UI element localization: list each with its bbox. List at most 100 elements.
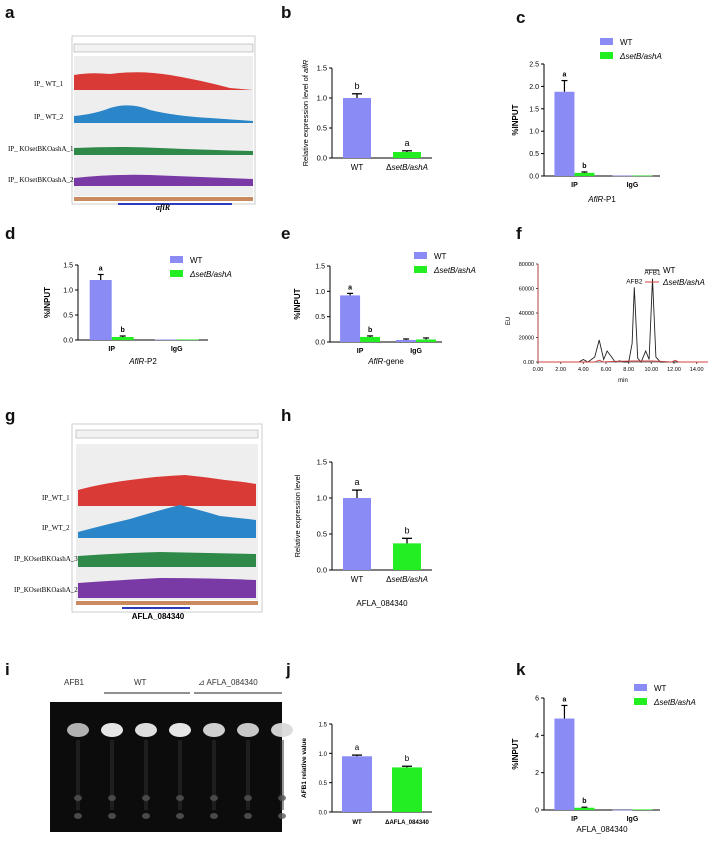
x-tick-label: IP — [571, 816, 578, 823]
bar-wt — [342, 756, 372, 812]
legend-label-mut: ΔsetB/ashA — [433, 266, 476, 275]
tlc-lane-streak — [280, 740, 284, 810]
x-tick-label: WT — [351, 575, 364, 584]
y-tick-label: 1.5 — [63, 263, 73, 270]
y-tick-label: 1.5 — [315, 264, 325, 271]
x-tick-label: WT — [351, 163, 364, 172]
tlc-spot-origin — [278, 813, 286, 819]
tlc-lane-streak — [246, 740, 250, 810]
x-tick-label: ΔsetB/ashA — [386, 575, 428, 584]
significance-letter: a — [355, 743, 360, 752]
significance-letter: b — [582, 798, 586, 805]
y-tick-label: 0.5 — [315, 314, 325, 321]
legend-swatch-mut — [600, 52, 613, 59]
x-tick-label: WT — [352, 820, 362, 826]
x-tick-label: ΔAFLA_084340 — [385, 820, 429, 826]
panel-letter-h: h — [281, 406, 292, 425]
y-axis-title: Relative expression level of aflR — [301, 59, 310, 166]
tlc-spot-main — [237, 723, 259, 737]
y-tick-label: 4 — [535, 733, 539, 740]
ruler-bar — [75, 429, 259, 439]
tlc-spot-minor — [176, 795, 184, 801]
gene-label: AFLA_084340 — [132, 612, 185, 621]
x-tick-label: IgG — [627, 182, 639, 189]
series-line-mutant — [538, 359, 708, 363]
bar-mut-ip — [574, 807, 595, 810]
lane-label-mut: ⊿ AFLA_084340 — [198, 678, 258, 687]
gene-annotation-bar — [76, 601, 258, 605]
y-tick-label: 0.0 — [63, 338, 73, 345]
y-tick-label: 0.5 — [317, 124, 327, 133]
tlc-spot-minor — [142, 795, 150, 801]
panel-letter-b: b — [281, 3, 292, 22]
track-wt1 — [78, 475, 256, 506]
y-tick-label: 0.0 — [317, 154, 327, 163]
track-label-3: IP_KOsetBKOashA_3 — [14, 555, 78, 563]
legend-label-mut: ΔsetB/ashA — [189, 270, 232, 279]
y-tick-label: 0.0 — [319, 811, 328, 817]
panel-letter-e: e — [281, 224, 291, 243]
y-tick-label: 2 — [535, 770, 539, 777]
x-tick-label: 12.00 — [667, 367, 681, 373]
x-axis-title: AflR-gene — [367, 357, 404, 366]
y-tick-label: 0 — [535, 808, 539, 815]
legend-label-mut: ΔsetB/ashA — [662, 278, 705, 287]
y-tick-label: 0.5 — [63, 313, 73, 320]
x-axis-title: AFLA_084340 — [356, 599, 408, 608]
y-axis-title: %INPUT — [511, 104, 520, 135]
bar-mutant — [392, 767, 422, 812]
tlc-lane-streak — [76, 740, 80, 810]
significance-letter: b — [368, 327, 372, 334]
x-axis-title: AflR-P2 — [128, 357, 157, 366]
y-axis-title: %INPUT — [43, 287, 52, 318]
x-tick-label: 10.00 — [644, 367, 658, 373]
y-tick-label: 1.0 — [63, 288, 73, 295]
chart-d: 0.0 0.5 1.0 1.5 %INPUT a b IP IgG AflR-P2 WT ΔsetB/… — [43, 256, 232, 366]
y-tick-label: 0.0 — [529, 174, 539, 181]
legend-label-mut: ΔsetB/ashA — [653, 698, 696, 707]
significance-letter: a — [99, 266, 103, 273]
x-tick-label: ΔsetB/ashA — [386, 163, 428, 172]
y-tick-label: 6 — [535, 696, 539, 703]
bar-wt-igg — [154, 339, 177, 341]
tlc-lane-streak — [212, 740, 216, 810]
tlc-spot-origin — [244, 813, 252, 819]
legend-label-wt: WT — [434, 252, 447, 261]
bar-mut-igg — [176, 339, 199, 341]
bar-wt — [343, 98, 371, 158]
x-tick-label: IP — [571, 182, 578, 189]
x-axis-title: AFLA_084340 — [576, 825, 628, 834]
legend-swatch-mut — [170, 270, 183, 277]
y-tick-label: 80000 — [519, 262, 534, 268]
significance-letter: b — [354, 81, 359, 91]
x-tick-label: IgG — [627, 816, 639, 823]
y-tick-label: 1.0 — [317, 94, 327, 103]
y-tick-label: 1.5 — [319, 723, 328, 729]
tlc-spot-origin — [108, 813, 116, 819]
tlc-spot-main — [203, 723, 225, 737]
panel-letter-c: c — [516, 8, 526, 27]
gene-annotation-bar — [74, 197, 253, 201]
panel-letter-k: k — [516, 660, 526, 679]
panel-letter-i: i — [5, 660, 10, 679]
tlc-spot-minor — [244, 795, 252, 801]
significance-letter: a — [348, 284, 352, 291]
significance-letter: b — [405, 754, 410, 763]
legend-swatch-wt — [414, 252, 427, 259]
significance-letter: b — [121, 327, 125, 334]
track-wt2 — [74, 105, 253, 123]
chart-h: 0.0 0.5 1.0 1.5 Relative expression level a WT… — [293, 458, 432, 608]
x-tick-label: IgG — [410, 348, 422, 355]
y-axis-title: %INPUT — [293, 288, 302, 319]
track-ko2 — [78, 578, 256, 598]
y-tick-label: 0.0 — [317, 566, 327, 575]
x-tick-label: 2.00 — [555, 367, 566, 373]
y-tick-label: 1.0 — [317, 494, 327, 503]
bar-mutant — [393, 152, 421, 158]
y-tick-label: 2.0 — [529, 84, 539, 91]
bar-mut-igg — [632, 175, 653, 177]
bar-wt-igg — [612, 175, 633, 177]
bar-wt-ip — [554, 91, 575, 176]
bar-wt-igg — [612, 809, 633, 811]
y-tick-label: 0.0 — [315, 340, 325, 347]
